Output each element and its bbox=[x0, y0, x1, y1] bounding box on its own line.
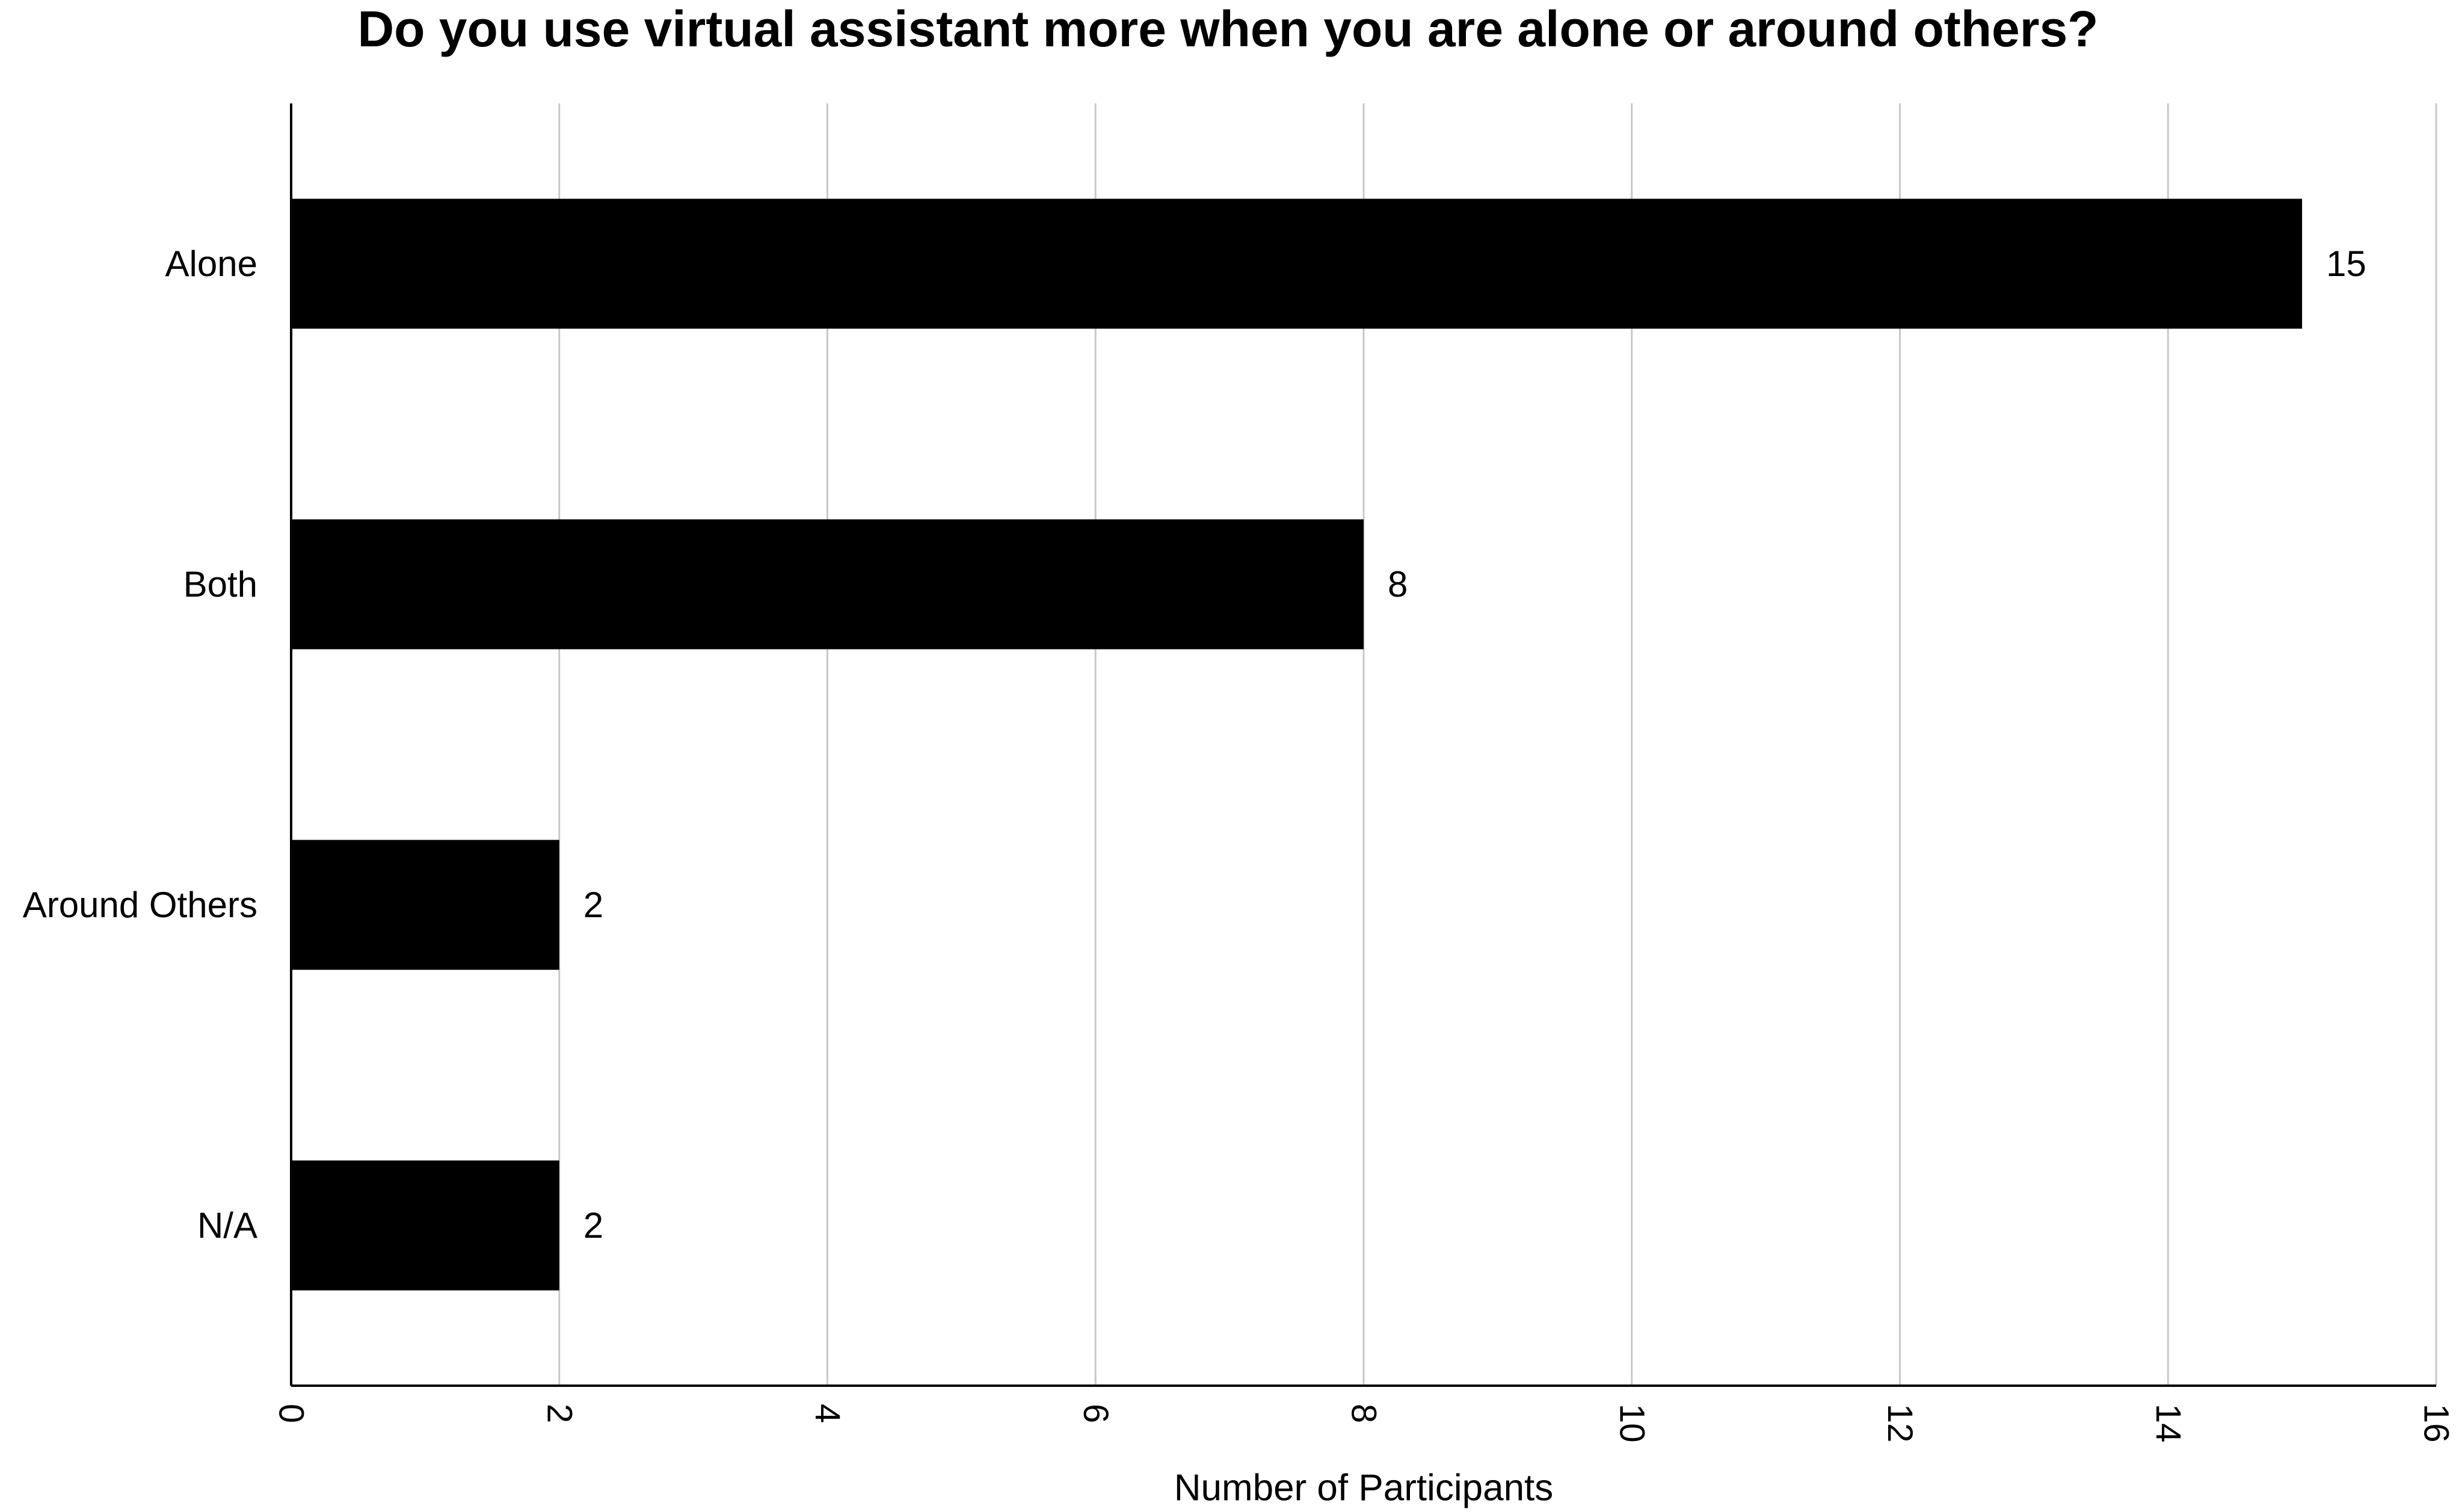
data-label: 15 bbox=[2326, 244, 2366, 284]
x-tick-label: 4 bbox=[808, 1404, 847, 1423]
bar-3 bbox=[291, 1160, 559, 1291]
x-tick-label: 16 bbox=[2417, 1404, 2456, 1443]
x-tick-label: 10 bbox=[1612, 1404, 1651, 1443]
data-label: 2 bbox=[583, 885, 603, 925]
x-tick-label: 0 bbox=[272, 1404, 311, 1423]
bar-0 bbox=[291, 198, 2303, 329]
category-label: Around Others bbox=[23, 885, 257, 925]
bars bbox=[291, 198, 2303, 1291]
bar-1 bbox=[291, 519, 1364, 650]
data-label: 8 bbox=[1388, 564, 1408, 604]
category-label: Alone bbox=[165, 244, 257, 284]
chart-title: Do you use virtual assistant more when y… bbox=[357, 1, 2099, 57]
labels: 0 2 4 6 8 10 12 14 16 Alone 15 Both 8 Around Others 2 N… bbox=[23, 244, 2456, 1443]
x-tick-label: 8 bbox=[1344, 1404, 1383, 1423]
axes bbox=[290, 103, 2436, 1387]
x-axis-title: Number of Participants bbox=[1174, 1467, 1554, 1509]
category-label: Both bbox=[183, 564, 257, 604]
x-tick-label: 12 bbox=[1880, 1404, 1919, 1443]
x-tick-label: 2 bbox=[540, 1404, 579, 1423]
data-label: 2 bbox=[583, 1205, 603, 1246]
category-label: N/A bbox=[197, 1205, 257, 1246]
x-tick-label: 6 bbox=[1076, 1404, 1115, 1423]
bar-2 bbox=[291, 840, 559, 970]
x-tick-label: 14 bbox=[2149, 1404, 2188, 1443]
